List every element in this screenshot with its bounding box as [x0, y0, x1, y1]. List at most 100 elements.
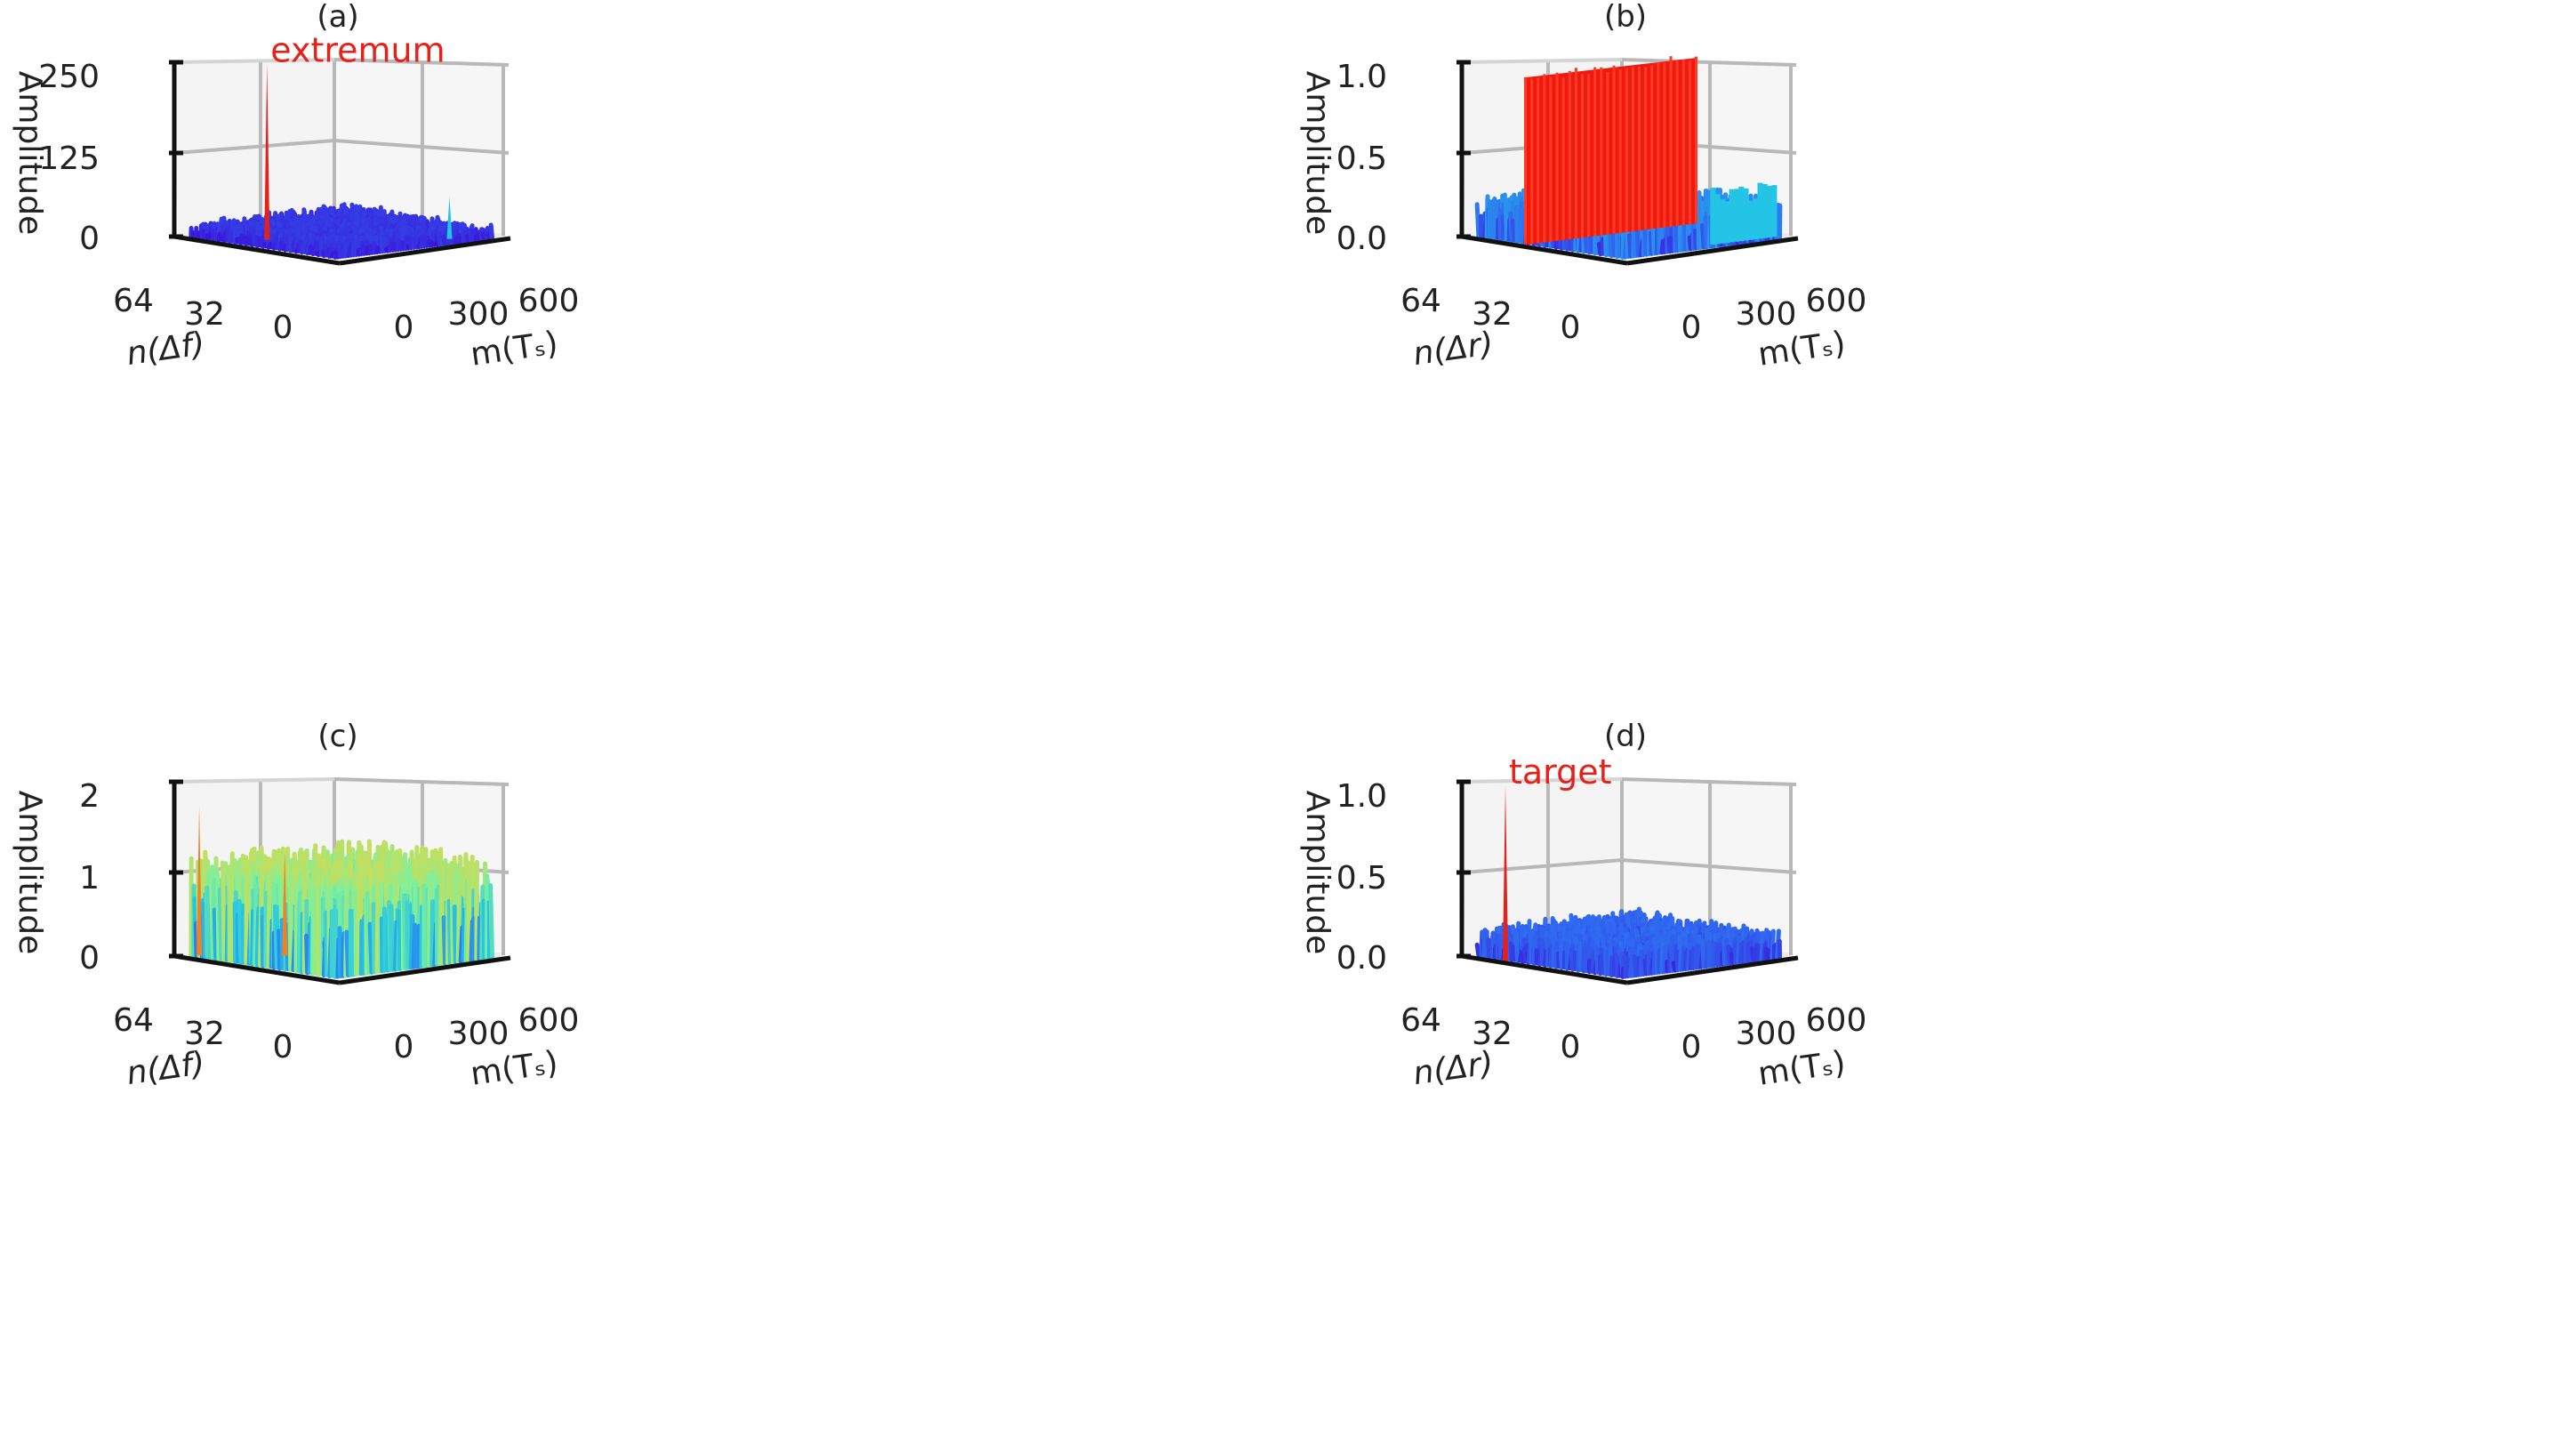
surface-spike	[227, 229, 234, 245]
surface-spike	[308, 245, 313, 255]
surface-spike	[223, 231, 229, 243]
surface-spike	[480, 232, 487, 241]
surface-spike	[323, 244, 329, 258]
surface-spike	[260, 914, 266, 969]
peak-1	[446, 197, 453, 239]
surface-spike	[374, 245, 381, 255]
surface-spike	[470, 229, 477, 243]
x-axis-line	[1626, 236, 1799, 266]
grid-line	[333, 139, 510, 155]
y-axis-label: n(Δr)	[1411, 326, 1496, 373]
surface-spike	[262, 241, 269, 249]
surface-spike	[305, 238, 311, 256]
x-tick-label: 300	[448, 296, 510, 333]
surface-spike	[353, 240, 360, 257]
surface-spike	[299, 239, 306, 255]
surface-spike	[315, 251, 321, 258]
surface-spike	[441, 234, 448, 246]
ridge-face	[1525, 58, 1697, 245]
surface-spike	[324, 910, 329, 977]
surface-spike	[1610, 228, 1617, 258]
surface-spike	[190, 230, 197, 238]
z-axis-label: Amplitude	[12, 71, 48, 235]
surface-spike	[333, 251, 341, 260]
surface-spike	[232, 901, 238, 965]
surface-spike	[476, 233, 482, 242]
peak-0	[264, 63, 270, 240]
surface-spike	[396, 237, 401, 253]
surface	[189, 839, 495, 979]
surface-spike	[473, 234, 479, 243]
panel-c: 0 1 2 0 32 64 0 300 600 n(Δf) m(Tₛ) Amplitude (c)	[0, 720, 1288, 1439]
z-tick-label: 0.5	[1336, 141, 1387, 177]
surface-spike	[213, 228, 220, 241]
annotation: extremum	[270, 30, 445, 69]
surface-spike	[419, 235, 426, 249]
surface-spike	[465, 234, 471, 244]
surface-spike	[486, 231, 493, 241]
y-tick-label: 32	[184, 296, 225, 333]
y-tick-label: 32	[1472, 296, 1513, 333]
surface-spike	[193, 920, 199, 959]
surface-spike	[391, 242, 398, 253]
surface-spike	[1666, 236, 1673, 254]
y-axis-label: n(Δf)	[124, 326, 207, 373]
surface-spike	[412, 235, 419, 250]
surface-spike	[310, 888, 317, 977]
surface-spike	[249, 908, 256, 967]
y-axis-line	[1461, 234, 1628, 266]
surface-spike	[1634, 229, 1641, 258]
surface-spike	[1510, 218, 1517, 243]
surface-spike	[273, 237, 279, 251]
surface-spike	[1673, 222, 1681, 253]
surface-spike	[421, 235, 428, 249]
surface-spike	[301, 237, 309, 254]
surface-spike	[367, 244, 374, 255]
surface-spike	[285, 921, 291, 972]
surface-spike	[450, 229, 457, 245]
surface-spike	[215, 871, 221, 962]
surface-spike	[217, 887, 224, 961]
surface-spike	[379, 235, 385, 254]
surface-spike	[299, 912, 305, 975]
surface-spike	[1520, 209, 1526, 245]
surface-spike	[1659, 238, 1665, 255]
grid-line	[1621, 58, 1797, 67]
surface-spike	[252, 883, 259, 967]
grid-line	[175, 777, 335, 784]
z-axis-label: Amplitude	[1299, 71, 1336, 235]
surface-spike	[1692, 229, 1698, 251]
surface-spike	[327, 246, 333, 259]
surface-spike	[277, 929, 283, 971]
panel-title: (b)	[1604, 0, 1647, 35]
grid-line	[333, 58, 510, 67]
x-tick-label: 0	[394, 310, 414, 346]
surface-spike	[220, 860, 227, 963]
surface-spike	[237, 898, 244, 966]
surface-spike	[229, 862, 235, 963]
z-tick-label: 0	[79, 221, 100, 257]
grid-line	[333, 777, 510, 786]
surface-spike	[360, 245, 366, 256]
surface-spike	[260, 237, 266, 249]
surface-spike	[1596, 241, 1603, 257]
surface-spike	[240, 903, 246, 965]
surface-spike	[1474, 202, 1481, 238]
surface-spike	[1600, 237, 1606, 256]
x-tick-label: 600	[1806, 283, 1867, 319]
surface-spike	[212, 907, 219, 961]
surface-spike	[1699, 223, 1706, 250]
surface-spike	[343, 241, 349, 259]
x-tick-label: 0	[1681, 310, 1702, 346]
surface-spike	[1642, 225, 1649, 257]
surface-spike	[1682, 220, 1689, 253]
z-tick-label: 0.0	[1336, 221, 1387, 257]
surface-spike	[365, 246, 372, 256]
y-tick-label: 0	[273, 310, 293, 346]
surface-spike	[488, 222, 495, 240]
